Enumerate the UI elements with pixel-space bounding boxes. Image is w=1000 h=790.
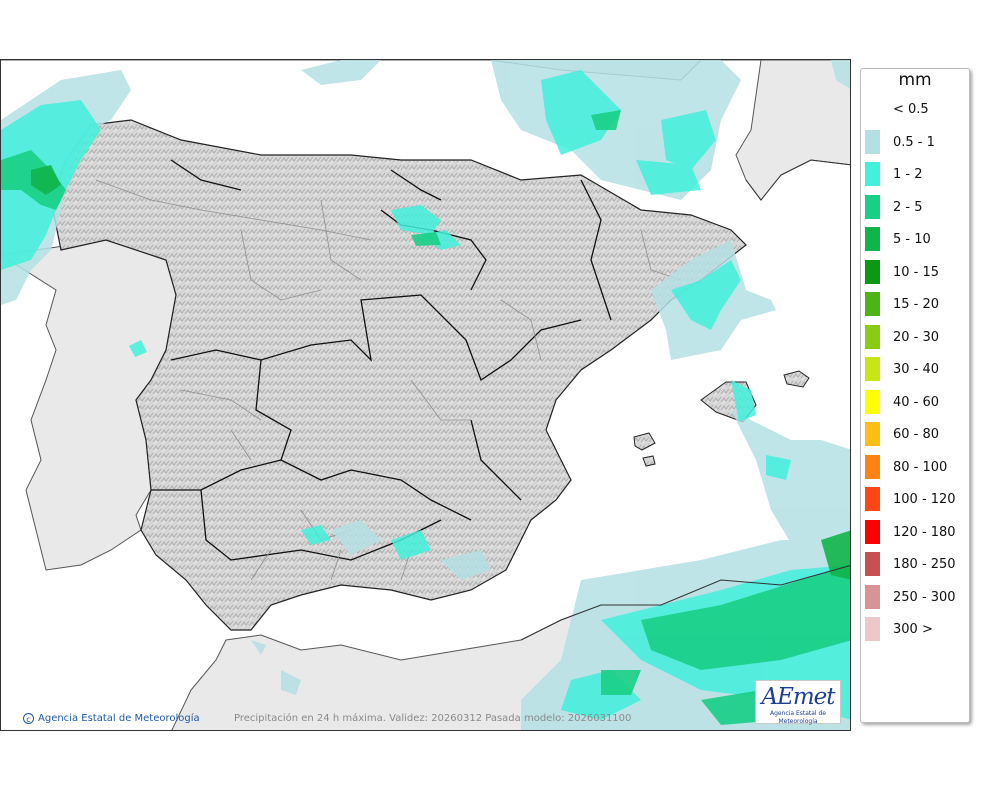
legend-label: 10 - 15 — [893, 264, 940, 280]
legend-item: 1 - 2 — [865, 162, 967, 186]
legend-label: 180 - 250 — [893, 557, 956, 572]
legend-swatch — [865, 519, 880, 544]
legend-label: 120 - 180 — [893, 524, 956, 540]
legend-swatch — [865, 292, 880, 316]
legend-swatch — [865, 584, 880, 609]
legend-label: 40 - 60 — [893, 394, 940, 410]
province-borders — [95, 179, 682, 581]
aemet-logo: AEmet Agencia Estatal de Meteorología — [755, 680, 841, 725]
legend-item: 250 - 300 — [865, 584, 967, 609]
legend-item: 180 - 250 — [865, 552, 967, 576]
legend-label: 30 - 40 — [893, 362, 940, 377]
legend-swatch — [865, 552, 880, 576]
legend-swatch — [865, 227, 880, 251]
legend: mm < 0.5 0.5 - 1 1 - 2 2 - 5 5 - 10 10 - 15 15… — [860, 68, 970, 723]
legend-label: 80 - 100 — [893, 459, 948, 475]
legend-swatch — [865, 259, 880, 284]
legend-item: 30 - 40 — [865, 357, 967, 381]
footer-credit-text: Agencia Estatal de Meteorología — [38, 713, 200, 724]
legend-item: < 0.5 — [865, 97, 967, 121]
legend-item: 5 - 10 — [865, 227, 967, 251]
legend-swatch — [865, 422, 880, 446]
legend-swatch — [865, 162, 880, 186]
footer-note: Precipitación en 24 h máxima. Validez: 2… — [234, 713, 632, 724]
legend-item: 2 - 5 — [865, 194, 967, 219]
legend-swatch — [865, 194, 880, 219]
legend-label: 5 - 10 — [893, 232, 931, 247]
legend-label: 250 - 300 — [893, 589, 956, 605]
legend-swatch — [865, 324, 880, 349]
legend-label: 300 > — [893, 622, 933, 637]
legend-swatch — [865, 454, 880, 479]
legend-item: 10 - 15 — [865, 259, 967, 284]
legend-item: 120 - 180 — [865, 519, 967, 544]
legend-swatch — [865, 129, 880, 154]
legend-item: 15 - 20 — [865, 292, 967, 316]
legend-item: 100 - 120 — [865, 487, 967, 511]
copyright-icon: c — [23, 713, 34, 724]
legend-swatch — [865, 617, 880, 641]
legend-label: 1 - 2 — [893, 167, 923, 182]
legend-label: 15 - 20 — [893, 297, 940, 312]
legend-item: 300 > — [865, 617, 967, 641]
legend-label: 100 - 120 — [893, 492, 956, 507]
legend-swatch — [865, 389, 880, 414]
legend-label: 60 - 80 — [893, 427, 940, 442]
precipitation-map[interactable]: c Agencia Estatal de Meteorología Precip… — [0, 59, 851, 731]
legend-label: 2 - 5 — [893, 199, 923, 215]
legend-item: 60 - 80 — [865, 422, 967, 446]
coastlines — [520, 159, 850, 641]
legend-unit: mm — [898, 70, 932, 90]
footer-credit: c Agencia Estatal de Meteorología — [23, 713, 200, 724]
legend-swatch — [865, 97, 880, 121]
legend-item: 40 - 60 — [865, 389, 967, 414]
map-canvas — [1, 60, 850, 730]
legend-label: 0.5 - 1 — [893, 134, 935, 150]
spain-land — [50, 119, 747, 631]
legend-swatch — [865, 357, 880, 381]
legend-label: < 0.5 — [893, 102, 929, 117]
legend-item: 0.5 - 1 — [865, 129, 967, 154]
legend-label: 20 - 30 — [893, 329, 940, 345]
legend-item: 20 - 30 — [865, 324, 967, 349]
logo-mark: AEmet — [761, 684, 835, 710]
logo-subtitle: Agencia Estatal de Meteorología — [769, 710, 826, 725]
legend-item: 80 - 100 — [865, 454, 967, 479]
legend-swatch — [865, 487, 880, 511]
